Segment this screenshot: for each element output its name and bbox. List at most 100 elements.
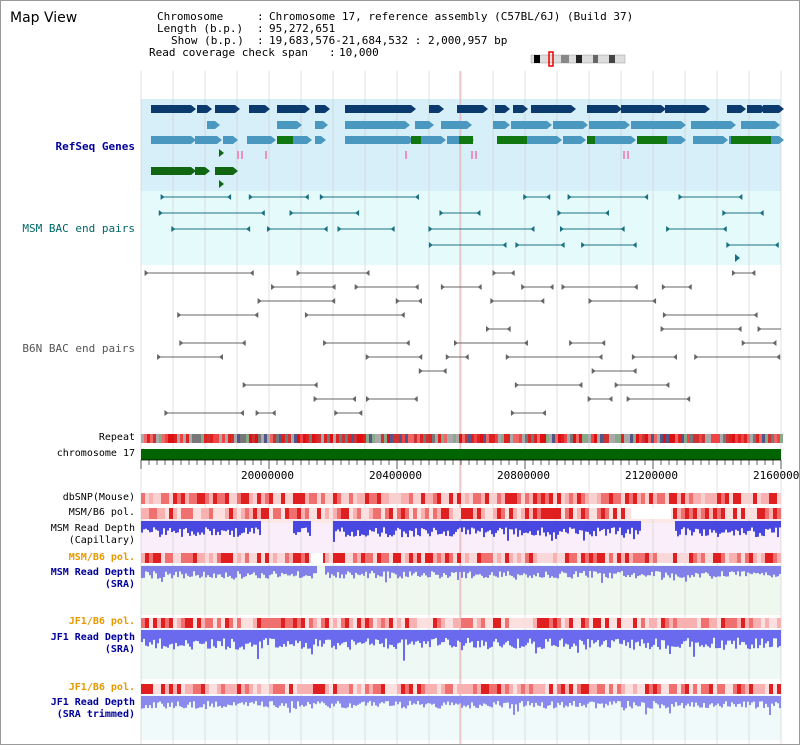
dbsnp-segment bbox=[645, 493, 649, 504]
jf1-pol2-segment bbox=[417, 684, 421, 694]
msm-sra-depth bbox=[379, 566, 381, 577]
jf1-trim-depth bbox=[313, 696, 315, 704]
b6n-bac-end bbox=[334, 410, 339, 416]
jf1-trim-depth bbox=[697, 696, 699, 706]
dbsnp-segment bbox=[329, 493, 333, 504]
msm-pol-segment bbox=[153, 508, 157, 519]
capillary-depth bbox=[201, 521, 203, 533]
jf1-pol-segment bbox=[461, 618, 465, 628]
msm-pol-segment bbox=[557, 508, 561, 519]
jf1-trim-depth bbox=[171, 696, 173, 703]
b6n-bac-end bbox=[464, 354, 469, 360]
jf1-trim-depth bbox=[633, 696, 635, 703]
capillary-depth bbox=[703, 521, 705, 530]
jf1-sra-depth bbox=[497, 630, 499, 643]
ideogram-band bbox=[534, 55, 540, 63]
jf1-sra-depth bbox=[361, 630, 363, 644]
jf1-sra-depth bbox=[715, 630, 717, 649]
jf1-trim-depth bbox=[143, 696, 145, 709]
msm-pol-segment bbox=[197, 508, 201, 519]
capillary-depth bbox=[621, 521, 623, 536]
msm-sra-depth bbox=[565, 566, 567, 574]
msm-sra-depth bbox=[419, 566, 421, 577]
msm-pol2-segment bbox=[265, 553, 269, 563]
jf1-trim-depth bbox=[413, 696, 415, 704]
msm-pol-segment bbox=[481, 508, 485, 519]
msm-pol-segment bbox=[617, 508, 621, 519]
msm-sra-depth bbox=[641, 566, 643, 575]
jf1-trim-depth bbox=[249, 696, 251, 703]
dbsnp-segment bbox=[569, 493, 573, 504]
capillary-depth bbox=[237, 521, 239, 537]
dbsnp-segment bbox=[377, 493, 381, 504]
repeat-segment bbox=[765, 434, 768, 443]
msm-pol-segment bbox=[465, 508, 469, 519]
msm-pol2-segment bbox=[333, 553, 337, 563]
jf1-pol2-segment bbox=[561, 684, 565, 694]
capillary-depth bbox=[347, 521, 349, 535]
msm-pol2-segment bbox=[597, 553, 601, 563]
capillary-depth bbox=[231, 521, 233, 531]
jf1-trim-depth bbox=[357, 696, 359, 705]
jf1-trim-depth bbox=[319, 696, 321, 704]
jf1-pol-segment bbox=[193, 618, 197, 628]
msm-sra-depth bbox=[687, 566, 689, 576]
jf1-pol-segment bbox=[545, 618, 549, 628]
jf1-pol2-segment bbox=[481, 684, 485, 694]
msm-sra-depth bbox=[141, 566, 143, 579]
dbsnp-segment bbox=[673, 493, 677, 504]
msm-pol-segment bbox=[769, 508, 773, 519]
capillary-depth bbox=[709, 521, 711, 530]
capillary-depth bbox=[517, 521, 519, 537]
dbsnp-segment bbox=[265, 493, 269, 504]
msm-pol2-segment bbox=[369, 553, 373, 563]
repeat-segment bbox=[513, 434, 516, 443]
jf1-pol-segment bbox=[449, 618, 453, 628]
msm-sra-depth bbox=[779, 566, 781, 575]
msm-sra-depth bbox=[389, 566, 391, 579]
jf1-pol-segment bbox=[437, 618, 441, 628]
jf1-trim-depth bbox=[593, 696, 595, 703]
capillary-depth bbox=[411, 521, 413, 532]
jf1-sra-depth bbox=[743, 630, 745, 643]
capillary-depth bbox=[481, 521, 483, 529]
msm-pol-segment bbox=[541, 508, 545, 519]
msm-pol2-segment bbox=[709, 553, 713, 563]
msm-sra-depth bbox=[195, 566, 197, 576]
capillary-depth bbox=[745, 521, 747, 535]
capillary-depth bbox=[555, 521, 557, 539]
msm-pol2-segment bbox=[509, 553, 513, 563]
capillary-depth bbox=[409, 521, 411, 531]
msm-pol2-segment bbox=[713, 553, 717, 563]
jf1-pol-segment bbox=[681, 618, 685, 628]
capillary-depth bbox=[193, 521, 195, 535]
jf1-trim-depth bbox=[463, 696, 465, 706]
msm-bac-end bbox=[759, 210, 764, 216]
jf1-pol-segment bbox=[149, 618, 153, 628]
msm-pol-segment bbox=[337, 508, 341, 519]
capillary-depth bbox=[763, 521, 765, 537]
capillary-depth bbox=[675, 521, 677, 531]
msm-sra-depth bbox=[453, 566, 455, 573]
msm-pol-segment bbox=[193, 508, 197, 519]
dbsnp-segment bbox=[577, 493, 581, 504]
msm-pol2-segment bbox=[757, 553, 761, 563]
jf1-sra-depth bbox=[469, 630, 471, 643]
jf1-sra-depth bbox=[349, 630, 351, 650]
capillary-depth bbox=[469, 521, 471, 535]
jf1-trim-depth bbox=[349, 696, 351, 704]
msm-pol2-segment bbox=[361, 553, 365, 563]
msm-pol-segment bbox=[301, 508, 305, 519]
jf1-sra-depth bbox=[273, 630, 275, 639]
repeat-segment bbox=[555, 434, 558, 443]
msm-pol2-segment bbox=[645, 553, 649, 563]
dbsnp-segment bbox=[697, 493, 701, 504]
jf1-trim-depth bbox=[555, 696, 557, 708]
msm-sra-depth bbox=[465, 566, 467, 579]
msm-pol2-segment bbox=[669, 553, 673, 563]
dbsnp-segment bbox=[741, 493, 745, 504]
jf1-trim-depth bbox=[337, 696, 339, 702]
capillary-depth bbox=[359, 521, 361, 537]
jf1-sra-depth bbox=[529, 630, 531, 639]
